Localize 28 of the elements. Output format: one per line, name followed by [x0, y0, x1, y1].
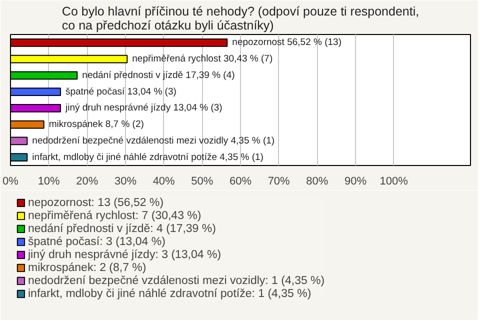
- x-tick-label: 80%: [306, 176, 328, 188]
- legend-label: nedodržení bezpečné vzdálenosti mezi vozidly: 1 (4,35 %): [28, 274, 325, 287]
- x-tick-label: 40%: [152, 176, 176, 188]
- x-tick-label: 60%: [229, 176, 252, 188]
- x-tick-label: 50%: [191, 176, 214, 188]
- data-label: nedání přednosti v jízdě 17,39 % (4): [82, 70, 235, 81]
- x-tick-label: 0%: [2, 176, 19, 188]
- legend-label: špatné počasí: 3 (13,04 %): [28, 235, 166, 248]
- legend-label: mikrospánek: 2 (8,7 %): [28, 261, 146, 274]
- data-label: infarkt, mdloby či jiné náhlé zdravotní potíže 4,35 % (1): [32, 152, 264, 163]
- data-label: špatné počasí 13,04 % (3): [65, 86, 176, 98]
- legend-label: nedání přednosti v jízdě: 4 (17,39 %): [28, 222, 216, 235]
- x-tick-label: 100%: [380, 176, 408, 188]
- data-label: nedodržení bezpečné vzdálenosti mezi vozidly 4,35 % (1): [32, 135, 275, 146]
- legend-label: infarkt, mdloby či jiné náhlé zdravotní potíže: 1 (4,35 %): [28, 287, 312, 300]
- data-label: jiný druh nesprávné jízdy 13,04 % (3): [64, 102, 222, 114]
- x-tick-label: 70%: [268, 176, 290, 188]
- x-tick-label: 30%: [114, 176, 137, 188]
- x-tick-label: 10%: [38, 176, 60, 188]
- data-label: mikrospánek 8,7 % (2): [48, 119, 144, 130]
- x-tick-label: 20%: [76, 176, 98, 188]
- chart-title: Co bylo hlavní příčinou té nehody? (odpoví pouze ti respondenti, co na předchozí otázku byli účastníky): [62, 4, 420, 32]
- legend-label: nepřiměřená rychlost: 7 (30,43 %): [28, 209, 202, 222]
- x-tick-label: 90%: [344, 176, 367, 188]
- legend-label: nepozornost: 13 (56,52 %): [28, 196, 164, 209]
- data-label: nepozornost 56,52 % (13): [232, 37, 342, 48]
- legend-label: jiný druh nesprávné jízdy: 3 (13,04 %): [28, 248, 222, 261]
- data-label: nepřiměřená rychlost 30,43 % (7): [132, 54, 273, 65]
